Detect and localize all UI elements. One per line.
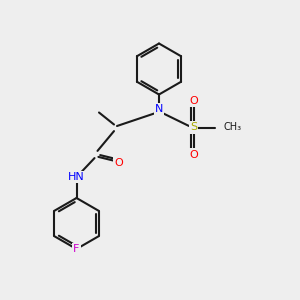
Text: S: S: [190, 122, 197, 133]
Text: O: O: [189, 149, 198, 160]
Text: HN: HN: [68, 172, 85, 182]
Text: O: O: [189, 95, 198, 106]
Text: CH₃: CH₃: [224, 122, 242, 133]
Text: N: N: [155, 104, 163, 115]
Text: F: F: [73, 244, 80, 254]
Text: O: O: [114, 158, 123, 169]
